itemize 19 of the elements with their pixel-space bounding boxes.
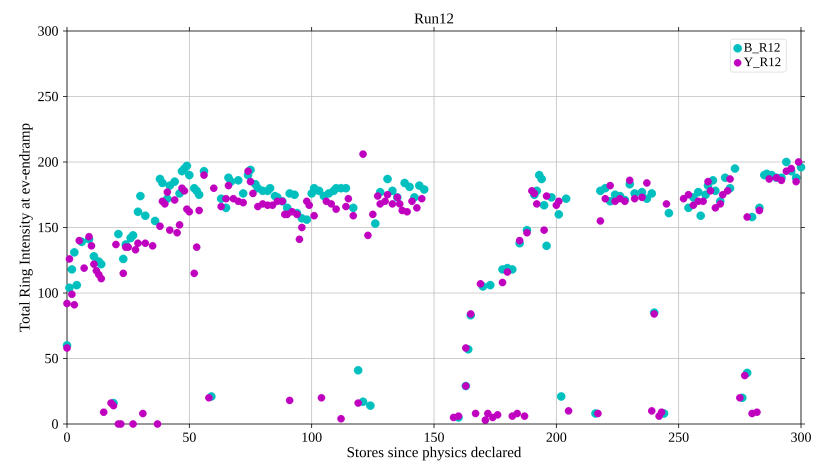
chart-title: Run12 [414, 13, 454, 24]
y-tick-label: 300 [38, 26, 58, 36]
y-tick-label: 200 [38, 157, 58, 167]
x-tick-label: 300 [791, 432, 811, 442]
y-tick-label: 250 [38, 92, 58, 102]
x-axis-title: Stores since physics declared [348, 446, 522, 460]
x-tick-label: 200 [546, 432, 566, 442]
x-tick-label: 50 [183, 432, 196, 442]
x-tick-label: 100 [302, 432, 322, 442]
x-tick-label: 250 [668, 432, 689, 442]
y-axis-title: Total Ring Intensity at ev-endramp [19, 124, 33, 332]
x-tick-label: 0 [64, 432, 70, 442]
y-tick-label: 50 [45, 354, 58, 364]
y-tick-label: 0 [52, 419, 58, 429]
x-tick-label: 150 [424, 432, 444, 442]
legend-label: Y_R12 [744, 58, 780, 68]
y-tick-label: 100 [38, 288, 58, 298]
legend-label: B_R12 [744, 43, 780, 54]
y-tick-label: 150 [38, 222, 58, 232]
